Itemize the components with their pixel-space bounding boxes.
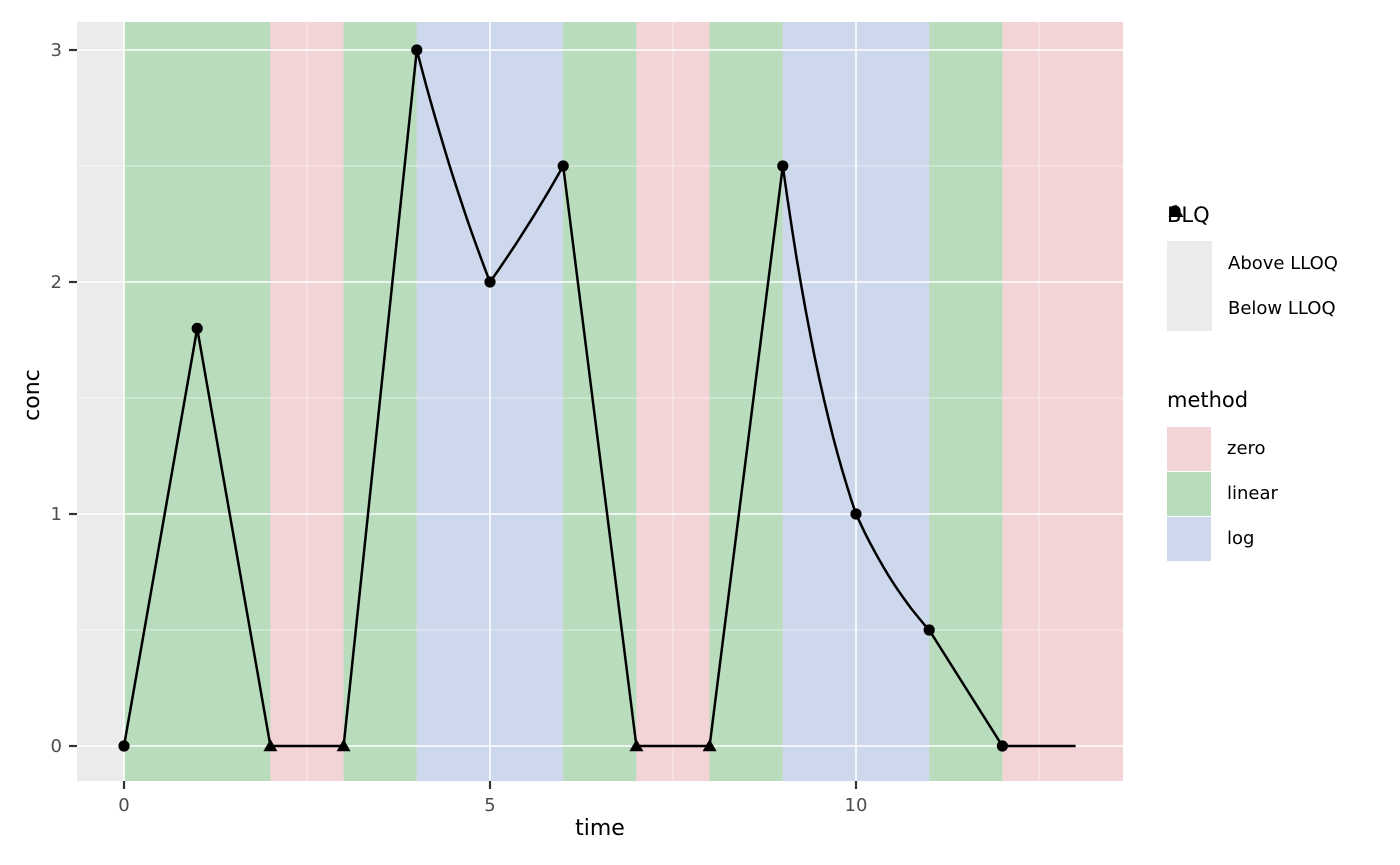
data-point-circle: [777, 160, 789, 172]
y-tick-label: 1: [51, 504, 62, 525]
y-tick-label: 2: [51, 272, 62, 293]
legend-item-log: log: [1167, 516, 1397, 561]
data-point-circle: [484, 276, 496, 288]
legend-item-zero: zero: [1167, 426, 1397, 471]
x-axis-title: time: [575, 816, 625, 841]
legend-key-box: [1167, 204, 1212, 332]
method-swatch-zero: [1167, 426, 1211, 471]
data-point-circle: [191, 322, 203, 334]
data-point-triangle: [336, 739, 351, 752]
legend-item-label: log: [1227, 528, 1255, 550]
method-band-linear: [929, 22, 1003, 781]
data-point-circle: [118, 740, 130, 752]
triangle-marker-icon: [1168, 204, 1184, 217]
legend-item-label: linear: [1227, 483, 1278, 505]
legend-blq: BLQ Above LLOQ Below LLOQ: [1167, 203, 1397, 332]
x-tick-label: 10: [845, 795, 868, 816]
legend-blq-title: BLQ: [1167, 203, 1210, 227]
method-band-zero: [1002, 22, 1123, 781]
y-tick-label: 0: [51, 736, 62, 757]
data-point-triangle: [702, 739, 717, 752]
method-swatch-log: [1167, 516, 1211, 561]
data-point-circle: [850, 508, 862, 520]
legend-method-title: method: [1167, 388, 1249, 413]
legend-spacer: [1167, 331, 1397, 388]
method-band-linear: [124, 22, 271, 781]
data-point-triangle: [263, 739, 278, 752]
data-point-circle: [411, 44, 423, 56]
legend-method: method zero linear log: [1167, 388, 1397, 561]
legend-item-below-lloq: Below LLOQ: [1167, 204, 1397, 332]
y-axis-title: conc: [20, 369, 45, 421]
data-point-circle: [996, 740, 1009, 752]
x-tick-label: 5: [484, 795, 495, 816]
legend-item-label: Below LLOQ: [1228, 298, 1336, 320]
data-point-circle: [923, 624, 935, 636]
data-point-triangle: [629, 739, 644, 752]
legend-key-box: [1167, 205, 1212, 287]
x-tick-label: 0: [118, 795, 129, 816]
data-point-circle: [557, 160, 569, 172]
legend-panel: BLQ Above LLOQ Below LLOQ: [1167, 203, 1397, 561]
legend-item-above-lloq: Above LLOQ: [1167, 205, 1397, 287]
legend-item-label: Above LLOQ: [1228, 253, 1338, 275]
y-tick-label: 3: [51, 40, 62, 61]
method-swatch-linear: [1167, 471, 1211, 516]
legend-item-label: zero: [1227, 438, 1266, 460]
data-line: [122, 49, 1076, 748]
legend-item-linear: linear: [1167, 471, 1397, 516]
